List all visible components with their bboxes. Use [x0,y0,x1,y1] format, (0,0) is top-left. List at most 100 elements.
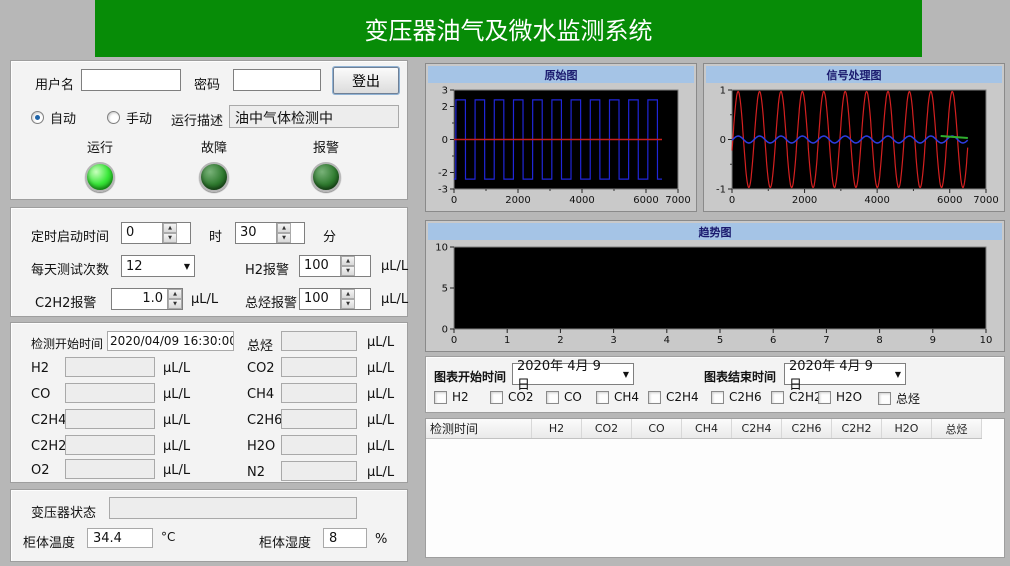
led-run: 运行 [63,137,137,192]
gas-unit: μL/L [163,361,191,376]
gas-field [281,383,357,403]
chart-controls-panel: 图表开始时间 2020年 4月 9日 ▼ 图表结束时间 2020年 4月 9日 … [425,356,1005,413]
chart-start-label: 图表开始时间 [434,370,507,384]
svg-text:2: 2 [442,102,448,113]
checkbox-h2[interactable]: H2 [434,390,469,404]
minute-stepper[interactable]: 30 ▲ ▼ [235,222,305,244]
hour-value: 0 [126,225,135,240]
svg-text:6: 6 [770,335,776,346]
svg-text:-3: -3 [438,185,448,196]
svg-text:7000: 7000 [665,195,690,206]
h2-alarm-label: H2报警 [245,263,290,278]
led-fault-label: 故障 [200,141,227,156]
spin-up-icon[interactable]: ▲ [168,289,182,299]
chart-start-date-dropdown[interactable]: 2020年 4月 9日 ▼ [512,359,634,393]
gas-label: C2H4 [31,413,67,428]
hour-spin-buttons[interactable]: ▲ ▼ [162,223,177,243]
username-label: 用户名 [35,78,75,93]
c2h2-alarm-spin-buttons[interactable]: ▲ ▼ [167,289,182,309]
checkbox-ch4[interactable]: CH4 [596,390,639,404]
checkbox-icon [546,390,559,404]
svg-text:1: 1 [720,86,726,97]
trend-chart-plot: 0 1 2 3 4 5 6 7 8 9 10 10 5 0 [435,243,992,347]
spin-down-icon[interactable]: ▼ [341,299,355,309]
spin-up-icon[interactable]: ▲ [277,223,291,233]
gas-unit: μL/L [367,465,395,480]
username-input[interactable] [81,69,181,91]
transformer-status-field [109,497,357,519]
spin-down-icon[interactable]: ▼ [277,233,291,243]
h2-alarm-stepper[interactable]: 100 ▲ ▼ [299,255,371,277]
gas-label: CO2 [247,361,275,376]
svg-text:1: 1 [504,335,510,346]
chart-start-date-value: 2020年 4月 9日 [517,359,601,393]
checkbox-h2o[interactable]: H2O [818,390,862,404]
led-alarm-label: 报警 [312,141,339,156]
svg-text:0: 0 [729,195,735,206]
run-desc-field: 油中气体检测中 [229,105,399,128]
hour-stepper[interactable]: 0 ▲ ▼ [121,222,191,244]
checkbox-hydrocarbon[interactable]: 总烃 [878,390,920,407]
minute-spin-buttons[interactable]: ▲ ▼ [276,223,291,243]
chart-end-date-dropdown[interactable]: 2020年 4月 9日 ▼ [784,359,906,393]
checkbox-icon [818,390,831,404]
spin-up-icon[interactable]: ▲ [341,289,355,299]
gas-unit: μL/L [367,361,395,376]
svg-text:9: 9 [930,335,936,346]
checkbox-co2[interactable]: CO2 [490,390,533,404]
transformer-status-label: 变压器状态 [31,506,97,521]
checkbox-co[interactable]: CO [546,390,582,404]
spin-down-icon[interactable]: ▼ [168,299,182,309]
svg-text:4000: 4000 [864,195,889,206]
chart-end-label: 图表结束时间 [704,370,777,384]
svg-text:4000: 4000 [569,195,594,206]
gas-unit: μL/L [163,413,191,428]
tests-per-day-dropdown[interactable]: 12 ▼ [121,255,195,277]
gas-unit: μL/L [367,413,395,428]
svg-text:-1: -1 [716,185,726,196]
svg-text:8: 8 [876,335,882,346]
hydro-alarm-stepper[interactable]: 100 ▲ ▼ [299,288,371,310]
table-header-cell: CH4 [682,419,732,438]
cabinet-temp-unit: °C [161,530,176,544]
checkbox-label: 总烃 [896,392,921,406]
h2-alarm-spin-buttons[interactable]: ▲ ▼ [340,256,355,276]
c2h2-alarm-unit: μL/L [191,292,219,307]
mode-manual-radio[interactable]: 手动 [107,108,152,127]
history-table: 检测时间 H2 CO2 CO CH4 C2H4 C2H6 C2H2 H2O 总烃 [425,418,1005,558]
svg-text:3: 3 [442,86,448,97]
hydro-alarm-spin-buttons[interactable]: ▲ ▼ [340,289,355,309]
gas-field [281,461,357,481]
c2h2-alarm-stepper[interactable]: 1.0 ▲ ▼ [111,288,183,310]
spin-down-icon[interactable]: ▼ [341,266,355,276]
gas-label: N2 [247,465,265,480]
svg-text:10: 10 [435,243,448,254]
spin-up-icon[interactable]: ▲ [341,256,355,266]
mode-auto-radio[interactable]: 自动 [31,108,76,127]
radio-dot-icon [31,111,44,124]
gas-field [65,383,155,403]
svg-text:0: 0 [451,195,457,206]
checkbox-c2h6[interactable]: C2H6 [711,390,762,404]
spin-up-icon[interactable]: ▲ [163,223,177,233]
table-header-row: 检测时间 H2 CO2 CO CH4 C2H4 C2H6 C2H2 H2O 总烃 [426,419,982,439]
logout-button[interactable]: 登出 [332,66,400,95]
svg-text:6000: 6000 [937,195,962,206]
checkbox-c2h4[interactable]: C2H4 [648,390,699,404]
spin-down-icon[interactable]: ▼ [163,233,177,243]
password-input[interactable] [233,69,321,91]
detect-start-field: 2020/04/09 16:30:00 [107,331,234,351]
tests-per-day-value: 12 [126,258,143,274]
led-run-indicator [85,162,115,192]
checkbox-icon [490,390,503,404]
table-header-cell: C2H2 [832,419,882,438]
gas-checkbox-row: H2 CO2 CO CH4 C2H4 C2H6 C2H2 H2O 总烃 [426,390,1006,410]
table-header-cell: C2H6 [782,419,832,438]
checkbox-label: CH4 [614,390,640,404]
hour-unit-label: 时 [209,230,223,245]
checkbox-c2h2[interactable]: C2H2 [771,390,822,404]
gas-unit: μL/L [367,387,395,402]
svg-text:7000: 7000 [973,195,998,206]
gas-field [65,459,155,479]
